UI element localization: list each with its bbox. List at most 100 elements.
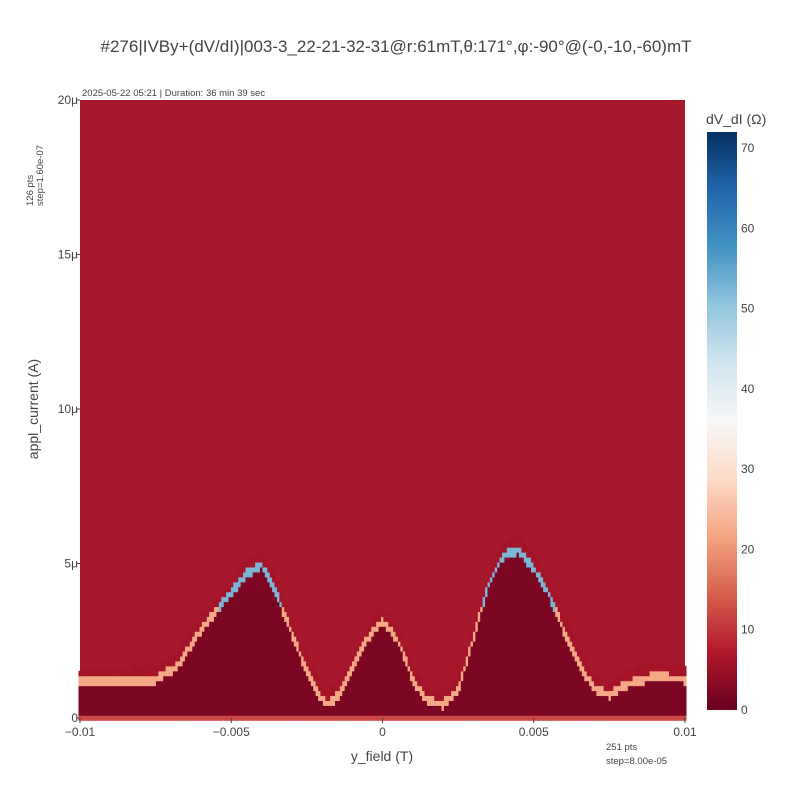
heatmap-cell [347,710,351,716]
heatmap-cell [102,690,106,697]
heatmap-cell [235,646,239,652]
heatmap-cell [189,710,193,716]
heatmap-cell [589,680,593,687]
heatmap-cell [383,700,387,706]
heatmap-cell [88,690,92,697]
heatmap-cell [204,611,208,617]
heatmap-cell [509,581,513,588]
heatmap-cell [535,705,539,711]
heatmap-cell [264,631,268,637]
heatmap-cell [223,586,227,593]
heatmap-cell [209,685,213,692]
heatmap-cell [422,695,426,701]
heatmap-cell [417,695,421,701]
heatmap-cell [201,700,205,706]
heatmap-cell [664,715,668,721]
heatmap-cell [531,611,535,617]
heatmap-cell [158,685,162,692]
heatmap-cell [259,561,263,568]
heatmap-cell [550,690,554,697]
colorbar-tick-label: 40 [741,382,755,396]
heatmap-cell [264,621,268,627]
heatmap-cell [226,646,230,652]
heatmap-cell [393,660,397,667]
heatmap-cell [259,606,263,612]
heatmap-cell [577,685,581,692]
heatmap-cell [601,685,605,692]
heatmap-cell [354,655,358,662]
heatmap-cell [504,660,508,667]
heatmap-cell [175,670,179,677]
heatmap-cell [538,566,542,573]
heatmap-cell [238,586,242,593]
heatmap-cell [492,571,496,578]
heatmap-cell [516,581,520,588]
heatmap-cell [504,690,508,697]
heatmap-cell [552,626,556,632]
heatmap-cell [567,650,571,657]
heatmap-cell [635,665,639,672]
heatmap-cell [511,710,515,716]
heatmap-cell [276,621,280,627]
heatmap-cell [412,665,416,672]
heatmap-cell [412,715,416,721]
heatmap-cell [470,710,474,716]
heatmap-cell [226,690,230,697]
heatmap-cell [359,646,363,652]
plot-area[interactable] [78,100,687,721]
heatmap-cell [388,680,392,687]
heatmap-cell [330,705,334,711]
heatmap-cell [284,636,288,642]
heatmap-cell [516,705,520,711]
heatmap-cell [521,650,525,657]
heatmap-cell [90,690,94,697]
heatmap-cell [342,680,346,687]
heatmap-cell [245,665,249,672]
heatmap-cell [567,690,571,697]
heatmap-cell [189,680,193,687]
heatmap-cell [238,680,242,687]
heatmap-cell [514,586,518,593]
heatmap-cell [683,710,687,716]
heatmap-cell [552,646,556,652]
heatmap-cell [516,685,520,692]
heatmap-cell [584,685,588,692]
heatmap-cell [276,715,280,721]
heatmap-cell [267,631,271,637]
heatmap-cell [187,646,191,652]
heatmap-cell [475,611,479,617]
heatmap-cell [184,705,188,711]
heatmap-cell [364,641,368,647]
heatmap-cell [240,606,244,612]
heatmap-cell [378,670,382,677]
heatmap-cell [272,601,276,608]
heatmap-cell [378,675,382,682]
heatmap-cell [276,641,280,647]
heatmap-cell [506,705,510,711]
heatmap-cell [639,675,643,682]
heatmap-cell [184,675,188,682]
heatmap-cell [388,700,392,706]
heatmap-cell [301,685,305,692]
heatmap-cell [293,631,297,637]
heatmap-cell [499,710,503,716]
heatmap-cell [540,685,544,692]
heatmap-cell [569,641,573,647]
heatmap-cell [80,705,84,711]
heatmap-cell [250,561,254,568]
heatmap-cell [456,685,460,692]
heatmap-cell [463,715,467,721]
heatmap-cell [383,631,387,637]
heatmap-cell [80,675,84,682]
heatmap-cell [664,695,668,701]
heatmap-cell [209,646,213,652]
heatmap-cell [243,601,247,608]
heatmap-cell [552,631,556,637]
heatmap-cell [494,631,498,637]
heatmap-cell [197,700,201,706]
heatmap-cell [480,675,484,682]
heatmap-cell [656,710,660,716]
heatmap-cell [545,646,549,652]
heatmap-cell [230,690,234,697]
heatmap-cell [538,571,542,578]
